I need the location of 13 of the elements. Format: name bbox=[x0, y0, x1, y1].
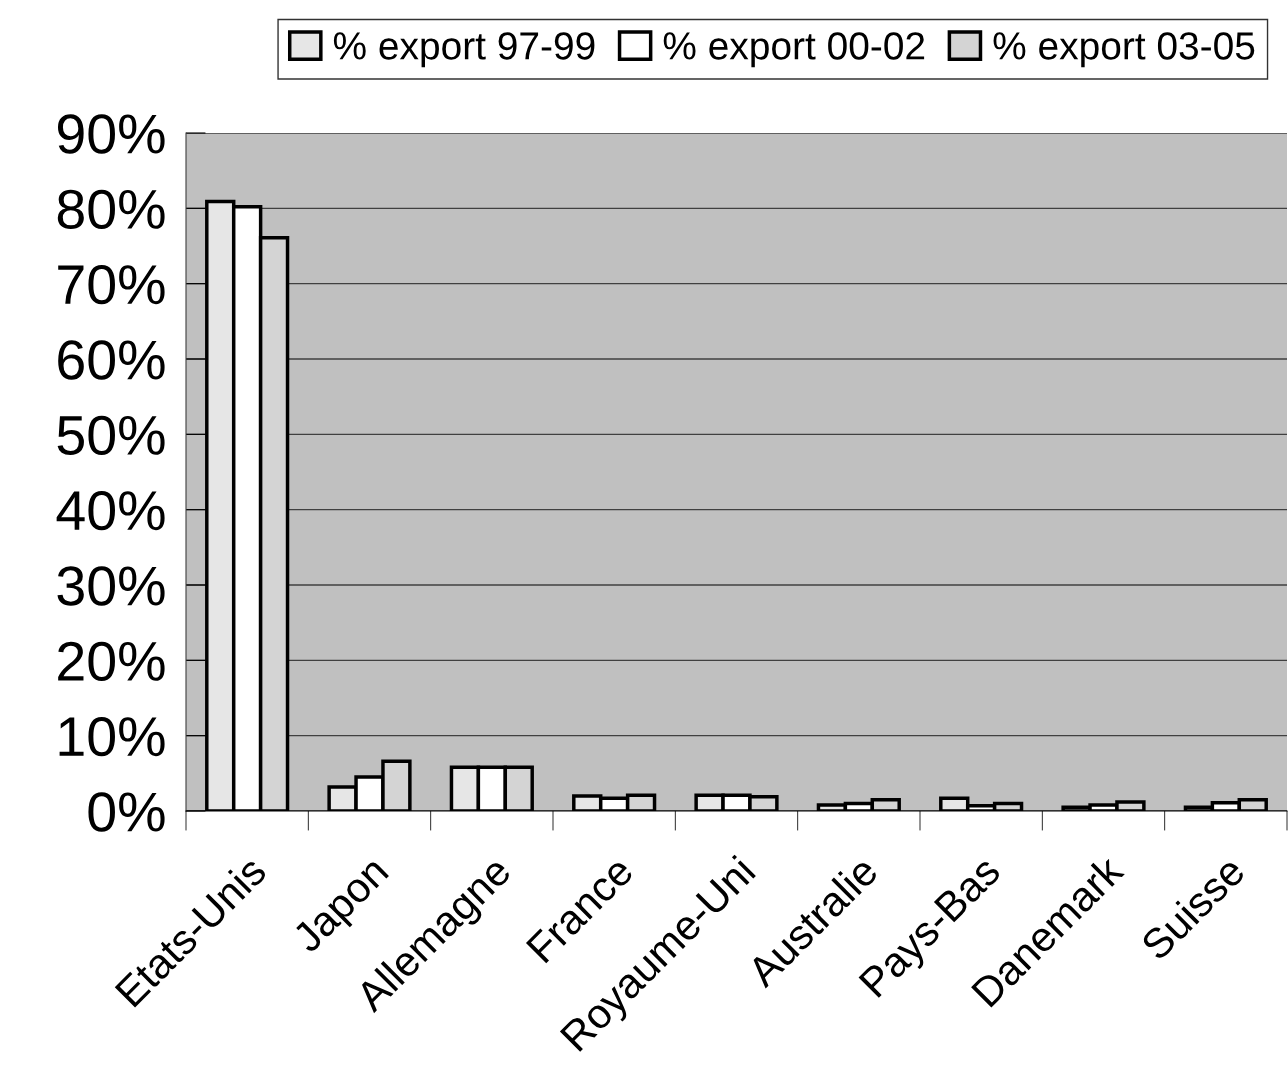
y-tick-label: 80% bbox=[57, 189, 165, 230]
y-tick-label: 20% bbox=[58, 641, 165, 682]
y-tick-label: 0% bbox=[88, 792, 165, 832]
y-tick-label: 60% bbox=[58, 340, 165, 380]
y-tick-label: 10% bbox=[59, 717, 165, 757]
legend-label: % export 97-99 bbox=[333, 32, 595, 68]
y-tick-label: 90% bbox=[57, 114, 165, 154]
legend-label: % export 03-05 bbox=[993, 32, 1255, 68]
y-tick-label: 40% bbox=[56, 491, 165, 531]
y-tick-label: 30% bbox=[57, 566, 165, 606]
legend-label: % export 00-02 bbox=[663, 32, 925, 68]
y-tick-label: 50% bbox=[57, 415, 165, 456]
y-tick-label: 70% bbox=[58, 265, 165, 305]
